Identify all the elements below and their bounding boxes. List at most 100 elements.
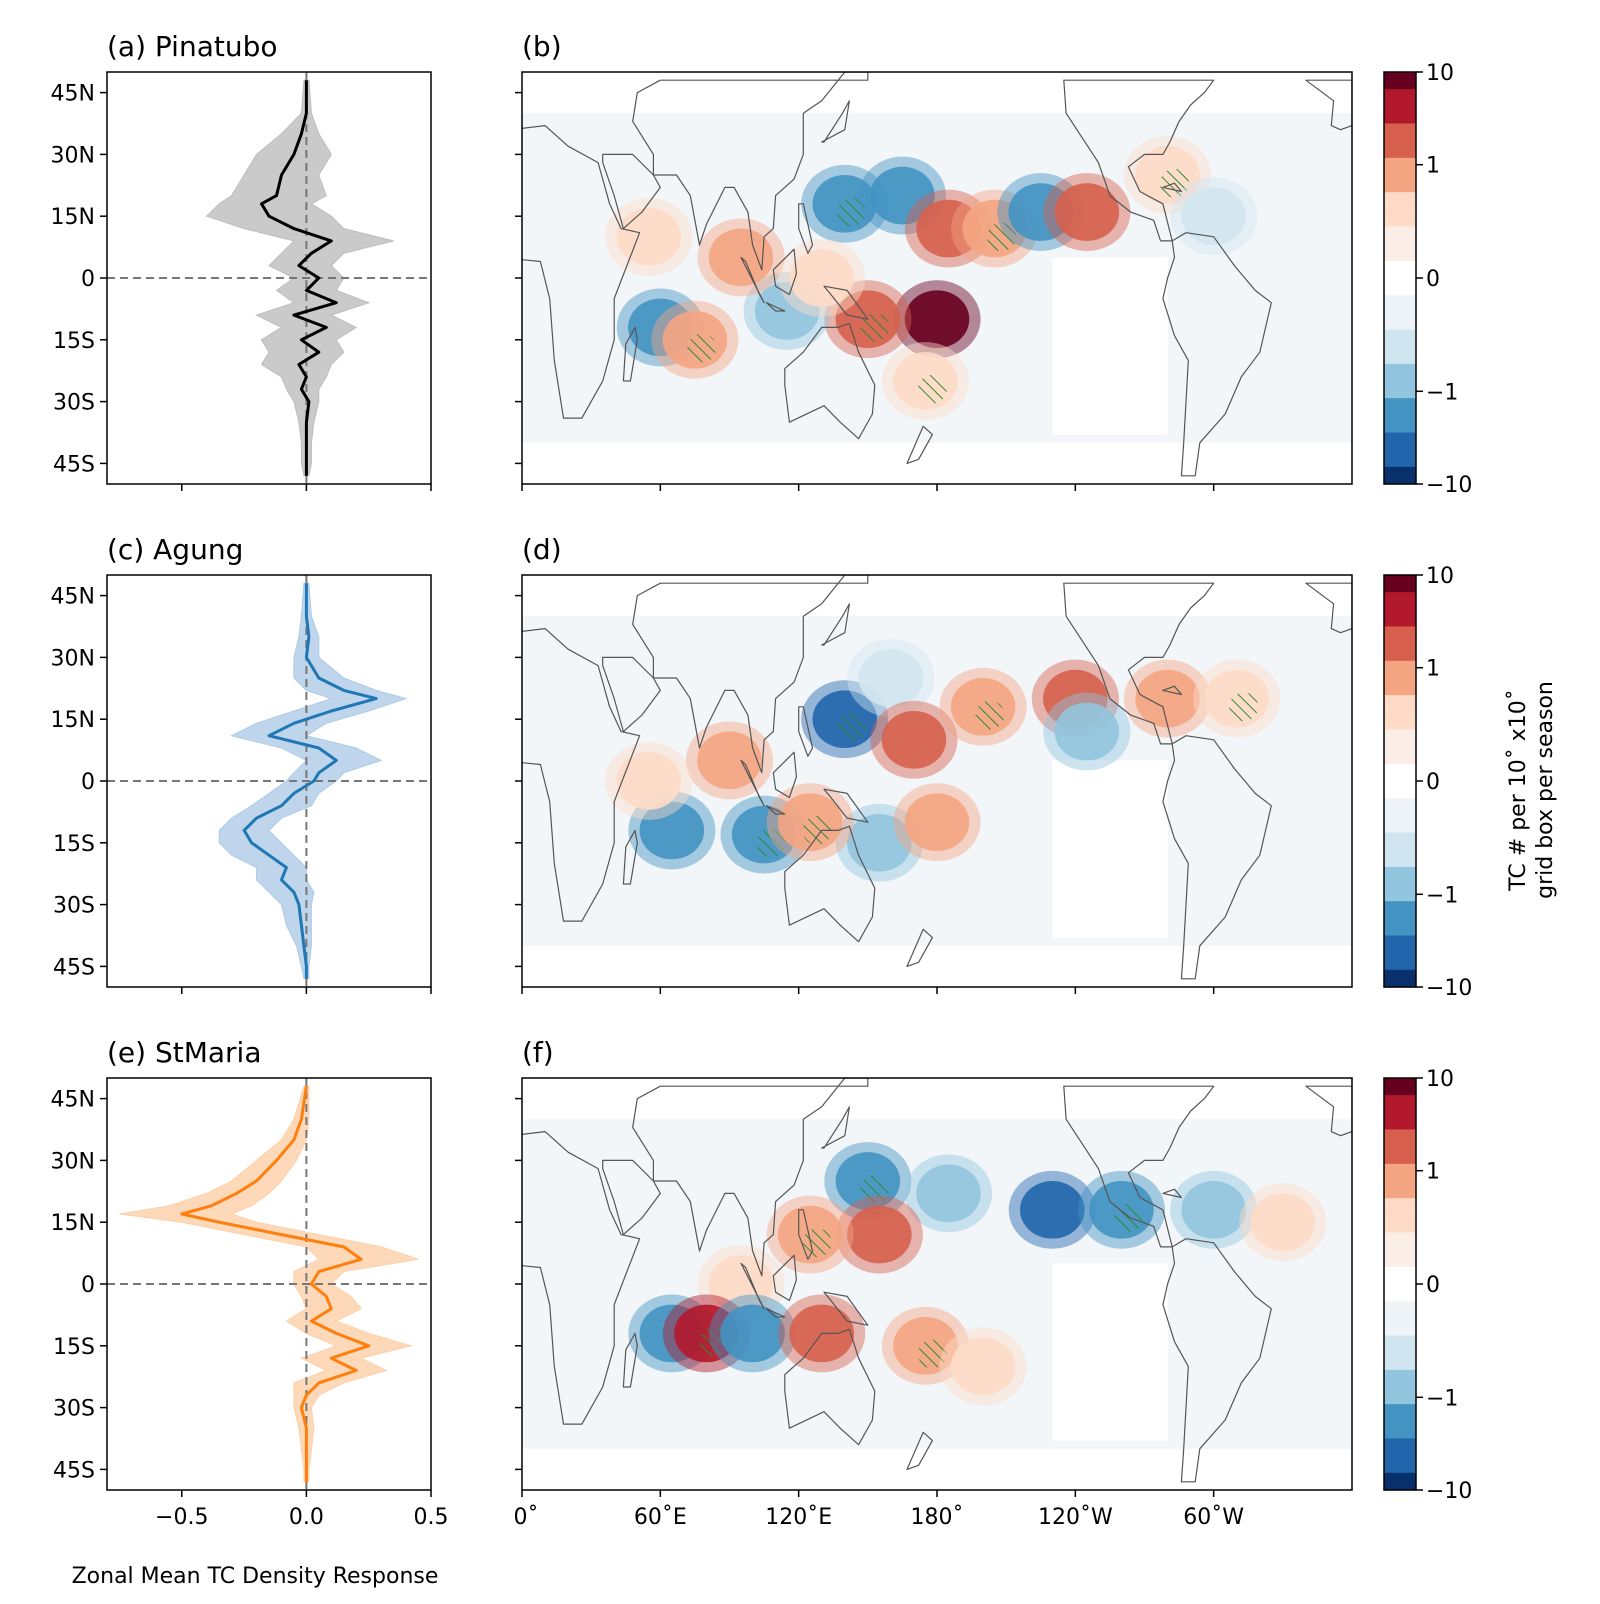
map-quiet-region: [1052, 1263, 1168, 1441]
colorbar-segment: [1384, 1112, 1416, 1131]
colorbar-segment: [1384, 1146, 1416, 1165]
line-panel-title: (c) Agung: [107, 533, 243, 566]
response-blob: [881, 710, 947, 769]
colorbar-segment: [1384, 1421, 1416, 1440]
response-blob: [1054, 702, 1120, 761]
colorbar-segment: [1384, 1198, 1416, 1216]
response-blob: [789, 249, 854, 307]
colorbar-label-line2: grid box per season: [1533, 681, 1558, 899]
coastline: [1305, 1085, 1352, 1137]
significance-hatch: [917, 374, 947, 404]
response-blob: [639, 801, 705, 860]
response-blob: [870, 166, 935, 225]
y-tick-label: 15S: [53, 1335, 95, 1360]
coastline: [602, 656, 661, 733]
colorbar-segment: [1384, 1352, 1416, 1371]
row-3: (e) StMaria 45N 30N 15N 0 15S 30S 45S −0.5 0.0 0.5…: [51, 1036, 1473, 1530]
x-tick-label: −0.5: [155, 1505, 208, 1530]
coastline: [740, 256, 765, 304]
colorbar-tick-label: −10: [1426, 473, 1472, 498]
colorbar-segment: [1384, 192, 1416, 210]
map-quiet-region: [1052, 257, 1168, 435]
coastline: [823, 1291, 869, 1326]
y-tick-label: 0: [81, 267, 95, 292]
colorbar-segment: [1384, 312, 1416, 331]
colorbar-segment: [1384, 712, 1416, 731]
colorbar-segment: [1384, 884, 1416, 902]
y-tick-label: 45S: [53, 955, 95, 980]
y-tick-label: 45S: [53, 1458, 95, 1483]
coastline: [740, 1262, 765, 1310]
colorbar-tick-label: 0: [1426, 770, 1440, 795]
response-blob: [720, 1304, 785, 1363]
coastline: [784, 825, 876, 943]
colorbar-segment: [1384, 123, 1416, 142]
coastline: [1063, 582, 1215, 745]
colorbar-segment: [1384, 1095, 1416, 1113]
coastline: [602, 1159, 661, 1236]
response-blob: [616, 752, 682, 810]
colorbar-segment: [1384, 781, 1416, 799]
coastline: [1063, 1085, 1215, 1248]
significance-hatch: [837, 197, 867, 227]
y-tick-label: 30N: [51, 1149, 95, 1174]
colorbar-segment: [1384, 866, 1416, 885]
coastline: [522, 1131, 641, 1425]
colorbar-segment: [1384, 1335, 1416, 1354]
significance-hatch: [837, 713, 867, 742]
y-tick-label: 15S: [53, 832, 95, 857]
colorbar-tick-label: −10: [1426, 976, 1472, 1001]
significance-hatch: [687, 333, 717, 363]
colorbar-tick-label: 0: [1426, 267, 1440, 292]
response-blob: [916, 199, 981, 258]
coastline: [823, 788, 869, 823]
coastline: [1162, 232, 1272, 477]
coastline: [784, 1328, 876, 1446]
colorbar-tick-label: 0: [1426, 1273, 1440, 1298]
coastline: [1162, 182, 1182, 193]
colorbar-tick-label: 10: [1426, 61, 1454, 86]
colorbar-segment: [1384, 1129, 1416, 1148]
response-blob: [904, 290, 970, 349]
colorbar-segment: [1384, 695, 1416, 713]
colorbar-segment: [1384, 1266, 1416, 1285]
colorbar-segment: [1384, 575, 1416, 593]
colorbar-segment: [1384, 763, 1416, 782]
map-field: [522, 575, 1352, 987]
colorbar-segment: [1384, 415, 1416, 434]
y-tick-label: 30N: [51, 143, 95, 168]
colorbar-segment: [1384, 1438, 1416, 1457]
colorbar-segment: [1384, 746, 1416, 765]
response-blob: [1135, 669, 1200, 728]
colorbar-segment: [1384, 1078, 1416, 1096]
colorbar-segment: [1384, 609, 1416, 628]
map-x-tick-label: 120˚E: [765, 1505, 832, 1530]
y-tick-label: 30S: [53, 391, 95, 416]
response-blob: [916, 1164, 981, 1223]
colorbar-segment: [1384, 798, 1416, 816]
colorbar-segment: [1384, 849, 1416, 868]
colorbar-segment: [1384, 1301, 1416, 1319]
coastline: [821, 603, 850, 646]
colorbar-segment: [1384, 209, 1416, 228]
colorbar-tick-label: 1: [1426, 1160, 1440, 1185]
coastline: [772, 751, 797, 799]
colorbar-segment: [1384, 260, 1416, 279]
colorbar-segment: [1384, 398, 1416, 416]
colorbar-segment: [1384, 1215, 1416, 1234]
colorbar-segment: [1384, 1232, 1416, 1251]
response-blob: [1181, 1181, 1246, 1239]
significance-hatch: [802, 1228, 832, 1258]
coastline: [1305, 582, 1352, 634]
response-blob: [708, 1255, 774, 1313]
colorbar-segment: [1384, 815, 1416, 834]
colorbar-segment: [1384, 660, 1416, 679]
colorbar-tick-label: −10: [1426, 1479, 1472, 1504]
y-tick-label: 30S: [53, 894, 95, 919]
colorbar-segment: [1384, 1455, 1416, 1474]
significance-hatch: [975, 700, 1005, 730]
colorbar-tick-label: 1: [1426, 154, 1440, 179]
coastline: [821, 100, 850, 143]
colorbar-segment: [1384, 175, 1416, 193]
